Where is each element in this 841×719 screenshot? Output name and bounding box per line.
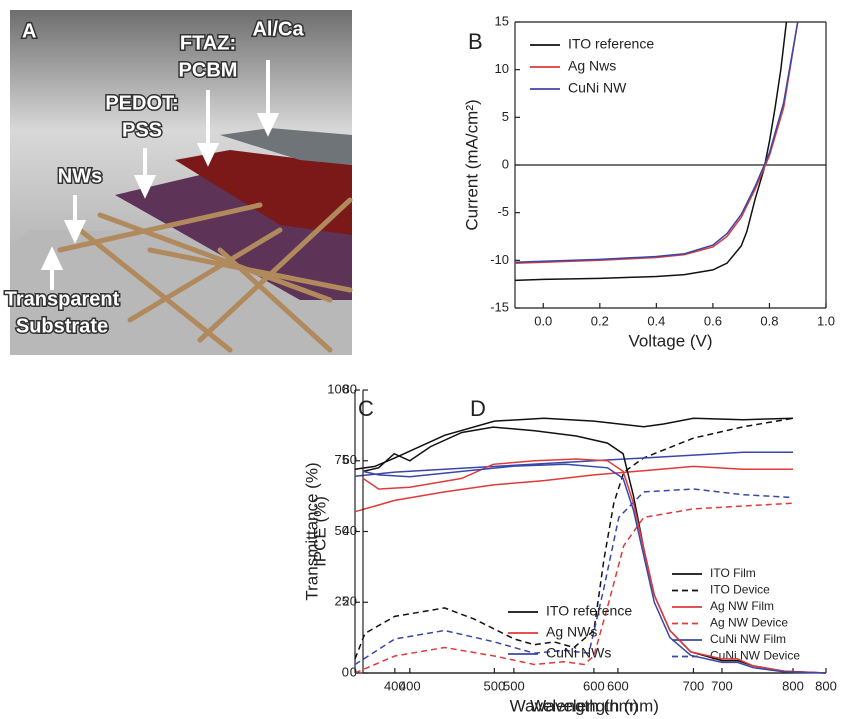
y-tick-label: 80: [343, 381, 357, 396]
y-tick-label: 0: [342, 664, 349, 679]
y-axis-label: IPCE (%): [310, 496, 329, 567]
x-tick-label: 800: [815, 678, 837, 693]
y-tick-label: 20: [343, 594, 357, 609]
series-line: [515, 22, 798, 263]
layer-label: NWs: [58, 165, 102, 187]
series-line: [515, 22, 798, 262]
legend-label: ITO reference: [546, 603, 632, 619]
legend-label: Ag NW Device: [710, 616, 788, 630]
x-axis-label: Wavelength (nm): [530, 696, 659, 715]
x-tick-label: 600: [583, 678, 605, 693]
panel-label: A: [22, 20, 36, 42]
layer-label: PEDOT:: [105, 92, 178, 114]
legend-label: ITO Film: [710, 566, 756, 580]
x-tick-label: 500: [484, 678, 506, 693]
x-tick-label: 500: [503, 678, 525, 693]
y-tick-label: -5: [497, 204, 509, 219]
legend-label: Ag NWs: [546, 624, 597, 640]
legend-label: ITO reference: [568, 36, 654, 52]
legend-label: CuNi NW: [568, 80, 627, 96]
x-tick-label: 400: [399, 678, 421, 693]
y-axis-label: Current (mA/cm²): [462, 99, 481, 230]
x-tick-label: 600: [607, 678, 629, 693]
x-tick-label: 0.8: [760, 313, 778, 328]
layer-label: PSS: [122, 119, 162, 141]
layer-label: Al/Ca: [252, 18, 304, 40]
panel-label: C: [358, 396, 374, 421]
legend-label: CuNi NW Film: [710, 632, 786, 646]
x-tick-label: 0.2: [591, 313, 609, 328]
x-tick-label: 0.6: [704, 313, 722, 328]
x-tick-label: 700: [683, 678, 705, 693]
legend-label: CuNi NWs: [546, 645, 611, 661]
y-tick-label: 15: [495, 13, 509, 28]
y-tick-label: 40: [343, 523, 357, 538]
x-tick-label: 0.0: [534, 313, 552, 328]
y-tick-label: -10: [490, 252, 509, 267]
series-line: [515, 22, 786, 280]
x-tick-label: 1.0: [817, 313, 835, 328]
y-tick-label: 60: [343, 452, 357, 467]
panel-label: B: [468, 29, 483, 54]
layer-label: Transparent: [5, 288, 120, 310]
panel-label: D: [470, 396, 486, 421]
y-tick-label: -15: [490, 299, 509, 314]
x-tick-label: 800: [782, 678, 804, 693]
series-line: [355, 466, 793, 511]
x-tick-label: 700: [711, 678, 733, 693]
x-axis-label: Voltage (V): [628, 331, 712, 350]
y-tick-label: 0: [350, 664, 357, 679]
legend-label: Ag Nws: [568, 58, 616, 74]
legend-label: ITO Device: [710, 583, 770, 597]
y-tick-label: 5: [502, 109, 509, 124]
layer-label: Substrate: [16, 315, 108, 337]
layer-label: FTAZ:: [180, 32, 236, 54]
x-tick-label: 0.4: [647, 313, 665, 328]
legend-label: Ag NW Film: [710, 599, 774, 613]
y-tick-label: 10: [495, 61, 509, 76]
y-tick-label: 0: [502, 156, 509, 171]
layer-label: PCBM: [179, 59, 238, 81]
figure: A Al/Ca FTAZ: PCBMPEDOT: PSS NWs Transparent Su…: [0, 0, 841, 719]
